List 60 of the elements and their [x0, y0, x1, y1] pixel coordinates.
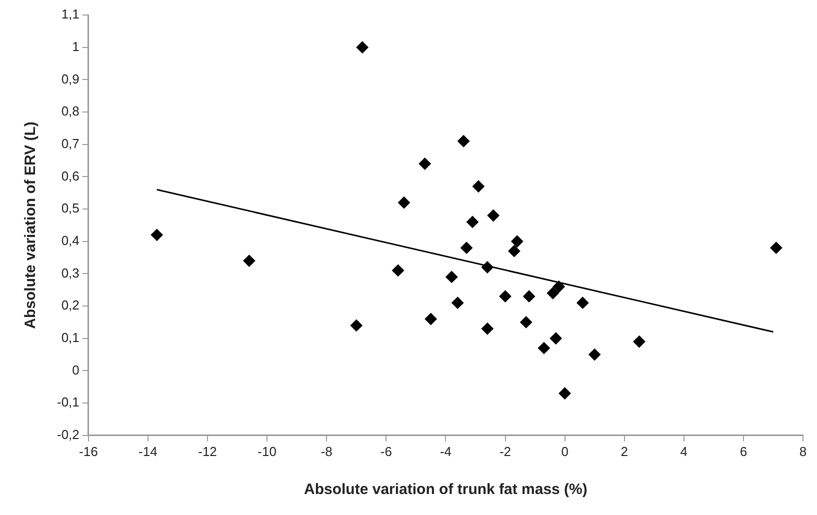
point — [418, 158, 431, 170]
point — [424, 312, 437, 325]
point — [523, 290, 536, 302]
point — [356, 41, 368, 54]
point — [243, 254, 256, 267]
point — [552, 280, 565, 293]
x-tick-label: -12 — [198, 444, 217, 459]
point — [446, 270, 458, 283]
point — [350, 319, 362, 332]
point — [508, 245, 520, 258]
y-tick-label: 0,1 — [61, 330, 80, 345]
point — [538, 342, 550, 354]
x-tick-label: 6 — [740, 444, 748, 459]
y-tick-label: 0,9 — [61, 71, 80, 86]
y-tick-label: -0,1 — [56, 394, 80, 410]
point — [398, 196, 410, 209]
x-tick-label: 4 — [680, 444, 688, 459]
point — [472, 180, 484, 192]
y-tick-label: 0,6 — [61, 168, 80, 184]
x-tick-label: -6 — [380, 444, 392, 459]
x-axis-title: Absolute variation of trunk fat mass (%) — [304, 481, 588, 498]
point — [458, 135, 470, 148]
y-tick-label: 1,1 — [61, 6, 80, 22]
y-axis-title: Absolute variation of ERV (L) — [22, 122, 40, 329]
point — [558, 387, 571, 400]
y-tick-label: 1 — [72, 38, 80, 54]
point — [392, 264, 404, 276]
point — [481, 261, 494, 274]
point — [481, 322, 494, 335]
x-tick-label: 0 — [561, 444, 568, 459]
x-tick-label: -2 — [499, 444, 512, 459]
point — [588, 348, 601, 361]
point — [466, 216, 478, 228]
x-tick-label: -16 — [79, 444, 98, 459]
y-tick-label: 0,7 — [61, 136, 80, 151]
y-tick-label: 0,3 — [61, 265, 80, 280]
y-tick-label: -0,2 — [56, 426, 80, 442]
point — [520, 316, 532, 328]
point — [150, 228, 163, 241]
point — [487, 210, 500, 222]
x-tick-label: -14 — [138, 444, 158, 459]
point — [770, 242, 782, 254]
point — [546, 287, 559, 300]
point — [511, 235, 524, 248]
x-tick-label: -10 — [258, 444, 276, 459]
x-tick-label: -4 — [440, 444, 452, 459]
y-tick-label: 0,4 — [61, 232, 80, 248]
x-tick-label: 8 — [799, 444, 807, 459]
x-tick-label: 2 — [620, 444, 628, 459]
x-tick-label: -8 — [320, 444, 332, 459]
y-tick-label: 0,2 — [61, 298, 80, 313]
point — [633, 336, 646, 348]
point — [576, 296, 589, 309]
point — [499, 290, 512, 302]
y-tick-label: 0,8 — [61, 104, 80, 119]
y-tick-label: 0 — [72, 362, 80, 378]
point — [452, 296, 464, 309]
point — [460, 242, 473, 254]
y-tick-label: 0,5 — [61, 200, 80, 216]
point — [550, 332, 562, 344]
